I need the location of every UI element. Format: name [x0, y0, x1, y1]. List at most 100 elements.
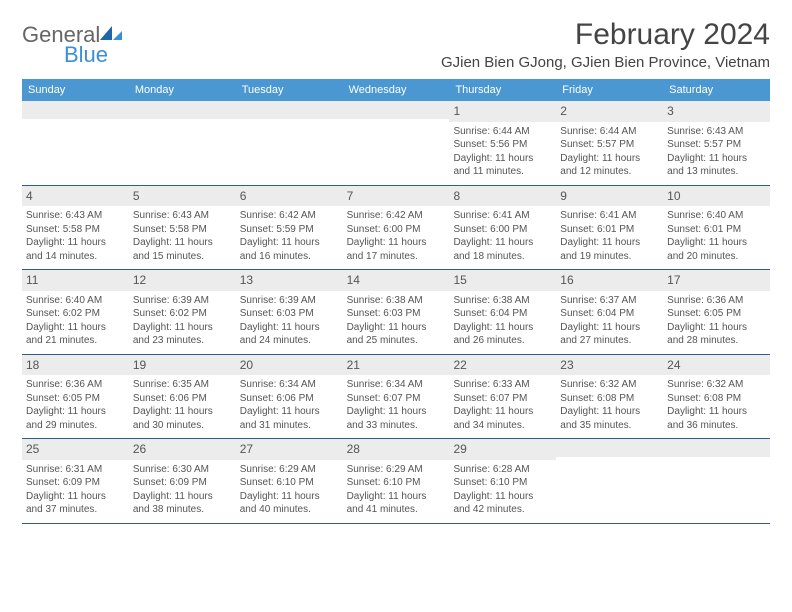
- day-number-row: [663, 439, 770, 457]
- day-number-row: 8: [449, 186, 556, 207]
- day-dl2: and 35 minutes.: [560, 419, 659, 433]
- day-cell: [556, 439, 663, 523]
- day-dl2: and 36 minutes.: [667, 419, 766, 433]
- day-dl1: Daylight: 11 hours: [26, 236, 125, 250]
- day-number-row: 28: [343, 439, 450, 460]
- day-dl1: Daylight: 11 hours: [453, 321, 552, 335]
- day-sunset: Sunset: 5:59 PM: [240, 223, 339, 237]
- day-dl2: and 23 minutes.: [133, 334, 232, 348]
- day-number: 2: [560, 104, 567, 118]
- day-number-row: 27: [236, 439, 343, 460]
- day-sunset: Sunset: 6:03 PM: [240, 307, 339, 321]
- day-sunrise: Sunrise: 6:43 AM: [133, 209, 232, 223]
- day-number-row: 29: [449, 439, 556, 460]
- day-dl1: Daylight: 11 hours: [453, 236, 552, 250]
- day-number-row: [129, 101, 236, 119]
- day-sunset: Sunset: 6:10 PM: [347, 476, 446, 490]
- day-cell: 10Sunrise: 6:40 AMSunset: 6:01 PMDayligh…: [663, 186, 770, 270]
- day-dl1: Daylight: 11 hours: [240, 236, 339, 250]
- day-number-row: [556, 439, 663, 457]
- weekday-header: Tuesday: [236, 79, 343, 101]
- day-dl1: Daylight: 11 hours: [560, 405, 659, 419]
- day-sunrise: Sunrise: 6:41 AM: [453, 209, 552, 223]
- weekday-header: Friday: [556, 79, 663, 101]
- day-cell: 11Sunrise: 6:40 AMSunset: 6:02 PMDayligh…: [22, 270, 129, 354]
- calendar: SundayMondayTuesdayWednesdayThursdayFrid…: [22, 79, 770, 524]
- day-sunrise: Sunrise: 6:39 AM: [133, 294, 232, 308]
- day-number: 23: [560, 358, 573, 372]
- day-dl1: Daylight: 11 hours: [240, 490, 339, 504]
- weeks-container: 1Sunrise: 6:44 AMSunset: 5:56 PMDaylight…: [22, 101, 770, 524]
- day-number-row: [236, 101, 343, 119]
- day-number-row: 25: [22, 439, 129, 460]
- day-sunset: Sunset: 6:10 PM: [240, 476, 339, 490]
- day-sunrise: Sunrise: 6:32 AM: [667, 378, 766, 392]
- day-dl2: and 38 minutes.: [133, 503, 232, 517]
- day-sunrise: Sunrise: 6:36 AM: [26, 378, 125, 392]
- weekday-header: Thursday: [449, 79, 556, 101]
- day-dl2: and 25 minutes.: [347, 334, 446, 348]
- day-number-row: 1: [449, 101, 556, 122]
- day-number: 15: [453, 273, 466, 287]
- day-cell: 9Sunrise: 6:41 AMSunset: 6:01 PMDaylight…: [556, 186, 663, 270]
- day-number: 12: [133, 273, 146, 287]
- day-sunrise: Sunrise: 6:42 AM: [347, 209, 446, 223]
- day-cell: [236, 101, 343, 185]
- day-sunset: Sunset: 5:57 PM: [560, 138, 659, 152]
- day-sunrise: Sunrise: 6:29 AM: [240, 463, 339, 477]
- day-dl1: Daylight: 11 hours: [667, 321, 766, 335]
- day-cell: 7Sunrise: 6:42 AMSunset: 6:00 PMDaylight…: [343, 186, 450, 270]
- day-dl2: and 30 minutes.: [133, 419, 232, 433]
- day-sunset: Sunset: 6:04 PM: [560, 307, 659, 321]
- header: General Blue February 2024 GJien Bien GJ…: [22, 18, 770, 71]
- day-cell: [343, 101, 450, 185]
- day-cell: [663, 439, 770, 523]
- day-sunrise: Sunrise: 6:31 AM: [26, 463, 125, 477]
- day-cell: 27 Sunrise: 6:29 AMSunset: 6:10 PMDayligh…: [236, 439, 343, 523]
- day-number: 8: [453, 189, 460, 203]
- day-sunset: Sunset: 6:01 PM: [560, 223, 659, 237]
- day-number-row: 5: [129, 186, 236, 207]
- day-sunrise: Sunrise: 6:30 AM: [133, 463, 232, 477]
- day-number: 5: [133, 189, 140, 203]
- day-sunrise: Sunrise: 6:32 AM: [560, 378, 659, 392]
- day-sunrise: Sunrise: 6:38 AM: [347, 294, 446, 308]
- day-dl1: Daylight: 11 hours: [560, 152, 659, 166]
- day-cell: 20Sunrise: 6:34 AMSunset: 6:06 PMDayligh…: [236, 355, 343, 439]
- day-dl1: Daylight: 11 hours: [560, 321, 659, 335]
- day-sunrise: Sunrise: 6:43 AM: [667, 125, 766, 139]
- day-number: 18: [26, 358, 39, 372]
- day-dl1: Daylight: 11 hours: [347, 236, 446, 250]
- day-sunrise: Sunrise: 6:40 AM: [26, 294, 125, 308]
- day-dl1: Daylight: 11 hours: [453, 490, 552, 504]
- day-cell: 1Sunrise: 6:44 AMSunset: 5:56 PMDaylight…: [449, 101, 556, 185]
- day-dl2: and 17 minutes.: [347, 250, 446, 264]
- day-number: 22: [453, 358, 466, 372]
- day-sunrise: Sunrise: 6:38 AM: [453, 294, 552, 308]
- day-number-row: 10: [663, 186, 770, 207]
- day-cell: [129, 101, 236, 185]
- day-sunrise: Sunrise: 6:35 AM: [133, 378, 232, 392]
- day-number: 17: [667, 273, 680, 287]
- day-number: 4: [26, 189, 33, 203]
- day-sunrise: Sunrise: 6:34 AM: [240, 378, 339, 392]
- day-dl1: Daylight: 11 hours: [133, 321, 232, 335]
- day-number: 6: [240, 189, 247, 203]
- day-number: 21: [347, 358, 360, 372]
- day-sunrise: Sunrise: 6:33 AM: [453, 378, 552, 392]
- day-dl1: Daylight: 11 hours: [667, 405, 766, 419]
- day-number-row: 21: [343, 355, 450, 376]
- day-number-row: 6: [236, 186, 343, 207]
- day-number: 19: [133, 358, 146, 372]
- day-number-row: 16: [556, 270, 663, 291]
- week-row: 1Sunrise: 6:44 AMSunset: 5:56 PMDaylight…: [22, 101, 770, 186]
- day-sunrise: Sunrise: 6:44 AM: [560, 125, 659, 139]
- day-number-row: 12: [129, 270, 236, 291]
- day-dl1: Daylight: 11 hours: [453, 405, 552, 419]
- day-dl2: and 20 minutes.: [667, 250, 766, 264]
- day-dl2: and 26 minutes.: [453, 334, 552, 348]
- day-sunset: Sunset: 5:57 PM: [667, 138, 766, 152]
- day-number-row: 17: [663, 270, 770, 291]
- day-dl1: Daylight: 11 hours: [347, 490, 446, 504]
- day-dl1: Daylight: 11 hours: [240, 405, 339, 419]
